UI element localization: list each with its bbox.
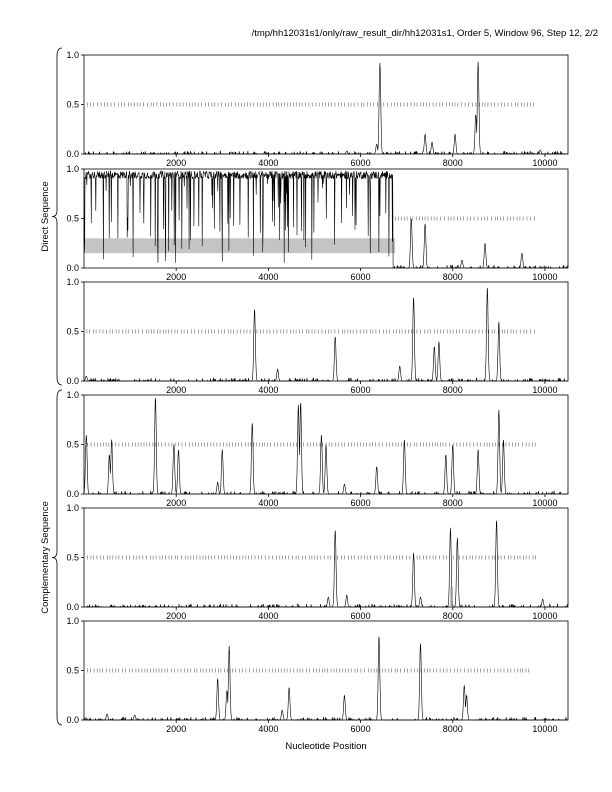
y-tick-label: 1.0 <box>66 616 79 626</box>
x-tick-label: 6000 <box>351 272 371 282</box>
x-tick-label: 10000 <box>532 611 557 621</box>
group-brace-1 <box>51 47 63 386</box>
group-label-1: Direct Sequence <box>40 181 51 251</box>
y-tick-label: 0.5 <box>66 100 79 110</box>
x-tick-label: 4000 <box>258 498 278 508</box>
x-tick-label: 10000 <box>532 498 557 508</box>
signal-line <box>84 61 568 156</box>
plot-frame <box>83 281 569 382</box>
x-tick-label: 6000 <box>351 611 371 621</box>
panel-3: 0.0 0.5 1.0 2000 4000 6000 8000 10000 <box>66 277 569 395</box>
panel-2: 0.0 0.5 1.0 2000 4000 6000 8000 10000 <box>66 164 569 282</box>
panel-6: 0.0 0.5 1.0 2000 4000 6000 8000 10000 <box>66 616 569 734</box>
y-tick-label: 0.5 <box>66 440 79 450</box>
x-tick-label: 10000 <box>532 385 557 395</box>
x-tick-label: 2000 <box>166 385 186 395</box>
y-tick-label: 1.0 <box>66 390 79 400</box>
y-tick-label: 0.5 <box>66 553 79 563</box>
x-tick-label: 8000 <box>443 498 463 508</box>
threshold-marks <box>392 216 535 221</box>
y-tick-label: 1.0 <box>66 50 79 60</box>
figure-header: /tmp/hh12031s1/only/raw_result_dir/hh120… <box>252 28 598 39</box>
x-axis-label: Nucleotide Position <box>285 741 366 752</box>
threshold-marks <box>83 442 536 447</box>
group-brace-2 <box>51 389 63 726</box>
panel-4: 0.0 0.5 1.0 2000 4000 6000 8000 10000 <box>66 390 569 508</box>
x-tick-label: 8000 <box>443 158 463 168</box>
x-tick-label: 10000 <box>532 158 557 168</box>
x-tick-label: 8000 <box>443 385 463 395</box>
signal-line <box>83 170 568 269</box>
threshold-marks <box>83 102 534 107</box>
threshold-marks <box>83 329 535 334</box>
x-tick-label: 2000 <box>166 611 186 621</box>
x-tick-label: 4000 <box>258 158 278 168</box>
threshold-marks <box>83 668 530 673</box>
x-tick-label: 2000 <box>166 158 186 168</box>
x-tick-label: 6000 <box>351 385 371 395</box>
y-tick-label: 0.0 <box>66 149 79 159</box>
highlight-band <box>84 238 396 254</box>
x-tick-label: 8000 <box>443 272 463 282</box>
x-tick-label: 6000 <box>351 498 371 508</box>
x-tick-label: 6000 <box>351 724 371 734</box>
y-tick-label: 0.5 <box>66 327 79 337</box>
signal-line <box>83 287 568 383</box>
plot-frame <box>83 620 569 721</box>
y-tick-label: 0.0 <box>66 263 79 273</box>
panel-1: 0.0 0.5 1.0 2000 4000 6000 8000 10000 <box>66 50 569 168</box>
signal-line <box>83 397 569 496</box>
x-tick-label: 8000 <box>443 724 463 734</box>
signal-line <box>84 520 568 609</box>
x-tick-label: 2000 <box>166 498 186 508</box>
panel-5: 0.0 0.5 1.0 2000 4000 6000 8000 10000 <box>66 503 569 621</box>
plot-panels: 0.0 0.5 1.0 2000 4000 6000 8000 10000 0.0 0.5 1.0 2… <box>66 50 569 734</box>
group-label-2: Complementary Sequence <box>40 501 51 613</box>
x-tick-label: 4000 <box>258 272 278 282</box>
signal-bar <box>450 587 453 607</box>
x-tick-label: 10000 <box>532 724 557 734</box>
y-tick-label: 0.5 <box>66 214 79 224</box>
y-tick-label: 0.0 <box>66 489 79 499</box>
x-tick-label: 4000 <box>258 385 278 395</box>
x-tick-label: 2000 <box>166 272 186 282</box>
y-tick-label: 0.0 <box>66 715 79 725</box>
group-labels: Direct Sequence Complementary Sequence <box>40 47 63 726</box>
y-tick-label: 1.0 <box>66 503 79 513</box>
y-tick-label: 1.0 <box>66 277 79 287</box>
signal-line <box>83 636 569 722</box>
threshold-marks <box>83 555 536 560</box>
x-tick-label: 8000 <box>443 611 463 621</box>
x-tick-label: 4000 <box>258 611 278 621</box>
x-tick-label: 2000 <box>166 724 186 734</box>
x-tick-label: 4000 <box>258 724 278 734</box>
x-tick-label: 10000 <box>532 272 557 282</box>
y-tick-label: 0.5 <box>66 666 79 676</box>
x-tick-label: 6000 <box>351 158 371 168</box>
y-tick-label: 1.0 <box>66 164 79 174</box>
y-tick-label: 0.0 <box>66 376 79 386</box>
y-tick-label: 0.0 <box>66 602 79 612</box>
